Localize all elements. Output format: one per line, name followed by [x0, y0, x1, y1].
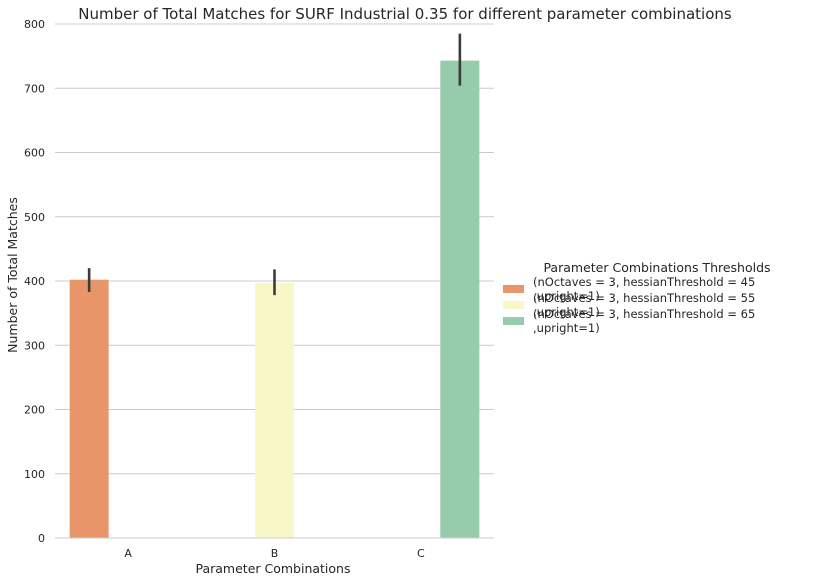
y-tick-label: 300 [24, 339, 45, 352]
y-tick-label: 800 [24, 18, 45, 31]
chart-title: Number of Total Matches for SURF Industr… [78, 5, 732, 23]
x-tick-label: C [417, 547, 425, 560]
legend-swatch [503, 285, 524, 293]
y-tick-label: 200 [24, 404, 45, 417]
legend-label: (nOctaves = 3, hessianThreshold = 65 ,up… [533, 307, 756, 335]
legend-label: (nOctaves = 3, hessianThreshold = 45 ,up… [533, 275, 756, 303]
legend-swatch [503, 317, 524, 325]
x-tick-label: B [271, 547, 279, 560]
y-tick-label: 700 [24, 82, 45, 95]
x-axis-ticks: A B C [124, 547, 425, 560]
y-tick-label: 400 [24, 275, 45, 288]
y-axis-ticks: 0 100 200 300 400 500 600 700 800 [24, 18, 45, 545]
bar [440, 60, 480, 539]
legend-entry: (nOctaves = 3, hessianThreshold = 55 ,up… [503, 291, 821, 319]
legend-swatch [503, 301, 524, 309]
bars [69, 60, 480, 539]
bar [69, 279, 109, 538]
y-tick-label: 500 [24, 211, 45, 224]
y-tick-label: 100 [24, 468, 45, 481]
legend-label: (nOctaves = 3, hessianThreshold = 55 ,up… [533, 291, 756, 319]
error-bars [87, 33, 462, 296]
y-tick-label: 0 [38, 532, 45, 545]
bar [254, 282, 295, 538]
x-axis-label: Parameter Combinations [195, 561, 350, 576]
legend-entry: (nOctaves = 3, hessianThreshold = 65 ,up… [503, 307, 821, 335]
legend: Parameter Combinations Thresholds (nOcta… [503, 260, 821, 335]
y-axis-label: Number of Total Matches [5, 197, 20, 353]
legend-title: Parameter Combinations Thresholds [543, 260, 771, 275]
legend-entry: (nOctaves = 3, hessianThreshold = 45 ,up… [503, 275, 821, 303]
x-tick-label: A [124, 547, 132, 560]
y-tick-label: 600 [24, 147, 45, 160]
